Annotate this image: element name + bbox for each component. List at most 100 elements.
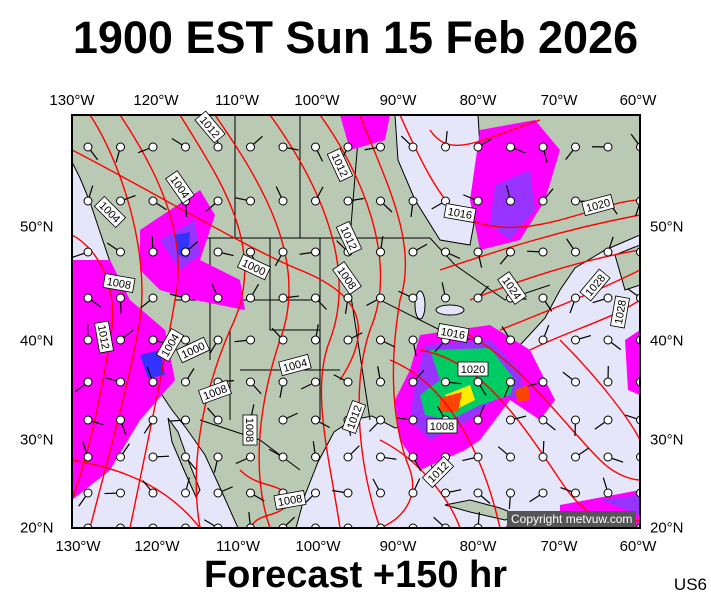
station-circle	[473, 377, 483, 387]
station-circle	[376, 293, 385, 303]
isobar-label-text: 1008	[106, 276, 132, 292]
station-circle	[603, 452, 613, 462]
station-circle	[473, 142, 483, 152]
station-circle	[376, 415, 385, 425]
station-circle	[116, 377, 125, 387]
station-circle	[343, 377, 353, 387]
station-circle	[148, 247, 158, 257]
station-circle	[441, 293, 450, 303]
station-circle	[278, 196, 288, 206]
station-circle	[246, 196, 255, 206]
station-circle	[181, 377, 190, 387]
station-circle	[571, 196, 580, 206]
region-code: US6	[673, 575, 707, 594]
station-circle	[603, 415, 613, 425]
copyright-notice: Copyright metvuw.com	[507, 511, 637, 527]
isobar-label: 1020	[581, 193, 615, 217]
station-circle	[473, 335, 483, 345]
station-circle	[83, 247, 93, 257]
longitude-label-top: 120°W	[133, 92, 179, 109]
station-circle	[148, 293, 158, 303]
isobar-label: 1016	[443, 203, 477, 223]
station-circle	[116, 452, 125, 462]
station-circle	[116, 415, 125, 425]
station-circle	[148, 377, 158, 387]
station-circle	[83, 452, 93, 462]
station-circle	[506, 415, 515, 425]
station-circle	[246, 377, 255, 387]
isobar-label-text: 1016	[440, 326, 466, 342]
station-circle	[603, 335, 613, 345]
station-circle	[148, 415, 158, 425]
wind-barb	[641, 247, 656, 252]
isobar-label: 1008	[273, 490, 307, 510]
station-circle	[603, 488, 613, 498]
station-circle	[278, 335, 288, 345]
station-circle	[213, 335, 223, 345]
station-circle	[506, 196, 515, 206]
station-circle	[83, 488, 93, 498]
station-circle	[473, 247, 483, 257]
station-circle	[311, 142, 320, 152]
isobar-label-text: 1008	[277, 493, 303, 509]
station-circle	[538, 247, 548, 257]
station-circle	[343, 293, 353, 303]
station-circle	[213, 293, 223, 303]
isobar-label-text: 1028	[613, 299, 629, 325]
station-circle	[538, 415, 548, 425]
wind-barb	[641, 373, 654, 382]
isobar-label-text: 1012	[95, 324, 111, 350]
longitude-label-top: 100°W	[294, 92, 340, 109]
station-circle	[148, 196, 158, 206]
isobar-label: 1012	[94, 320, 114, 354]
station-circle	[538, 377, 548, 387]
station-circle	[441, 142, 450, 152]
station-circle	[278, 293, 288, 303]
station-circle	[538, 335, 548, 345]
map-frame	[71, 114, 641, 529]
isobar-label: 1008	[242, 414, 258, 446]
latitude-label-left: 50°N	[20, 218, 54, 236]
station-circle	[538, 196, 548, 206]
longitude-label-top: 70°W	[540, 92, 578, 109]
station-circle	[278, 377, 288, 387]
longitude-label-top: 130°W	[49, 92, 95, 109]
station-circle	[408, 377, 418, 387]
station-circle	[603, 293, 613, 303]
station-circle	[83, 293, 93, 303]
isobar-label: 1008	[102, 273, 136, 293]
forecast-hour: Forecast +150 hr	[203, 554, 508, 596]
station-circle	[571, 377, 580, 387]
station-circle	[148, 452, 158, 462]
isobar-label: 1020	[457, 361, 489, 377]
station-circle	[311, 196, 320, 206]
wind-barb	[639, 457, 640, 458]
station-circle	[473, 293, 483, 303]
station-circle	[571, 415, 580, 425]
station-circle	[246, 488, 255, 498]
longitude-label-top: 90°W	[379, 92, 417, 109]
station-circle	[213, 247, 223, 257]
longitude-label-bottom: 70°W	[540, 538, 578, 555]
station-circle	[246, 247, 255, 257]
station-circle	[376, 488, 385, 498]
station-circle	[603, 247, 613, 257]
station-circle	[571, 452, 580, 462]
station-circle	[343, 335, 353, 345]
station-circle	[343, 488, 353, 498]
station-circle	[116, 196, 125, 206]
station-circle	[213, 142, 223, 152]
isobar-label: 1028	[610, 295, 630, 329]
station-circle	[408, 415, 418, 425]
station-circle	[408, 196, 418, 206]
station-circle	[376, 452, 385, 462]
wind-barb	[641, 480, 650, 493]
station-circle	[83, 142, 93, 152]
station-circle	[116, 335, 125, 345]
isobar-label: 1016	[436, 323, 470, 343]
longitude-label-bottom: 80°W	[459, 538, 497, 555]
station-circle	[181, 293, 190, 303]
station-circle	[311, 452, 320, 462]
wind-barb	[348, 527, 349, 528]
